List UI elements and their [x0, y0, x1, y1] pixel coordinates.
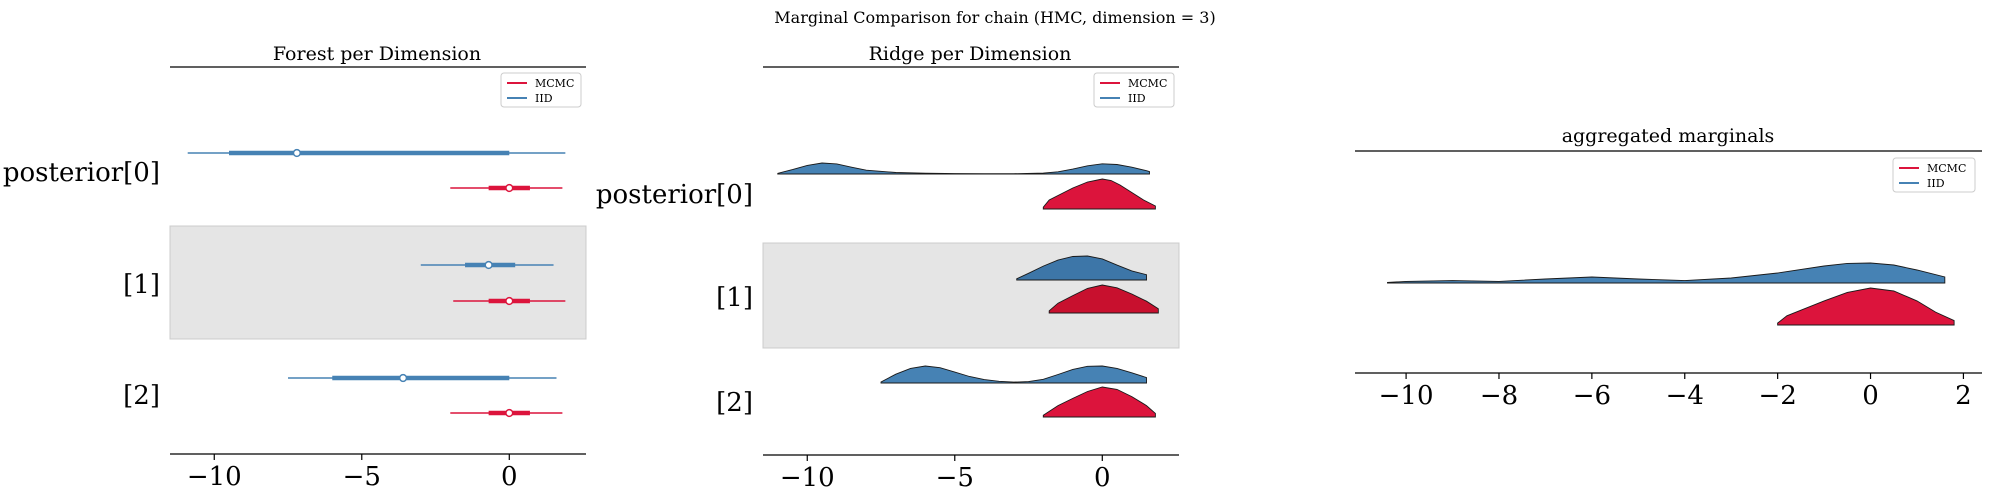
ridge-row-label-0: posterior[0] [596, 180, 753, 210]
forest-mcmc-median-1 [505, 296, 514, 306]
ridge-mcmc-density-0 [1042, 178, 1156, 210]
aggregated-xtick-label-1: −8 [1480, 381, 1518, 411]
aggregated-xtick-label-5: 0 [1862, 381, 1879, 411]
forest-mcmc-median-0 [505, 183, 514, 193]
ridge-panel: Ridge per Dimension −10 −5 0 posterior[0] … [596, 43, 1180, 493]
ridge-xtick-label-1: −5 [936, 463, 974, 493]
aggregated-xtick-label-0: −10 [1379, 381, 1434, 411]
aggregated-xtick-label-3: −4 [1666, 381, 1704, 411]
forest-row-label-1: [1] [123, 270, 160, 300]
figure-suptitle: Marginal Comparison for chain (HMC, dime… [774, 8, 1215, 27]
ridge-xtick-label-2: 0 [1094, 463, 1111, 493]
ridge-iid-density-1 [1016, 255, 1148, 281]
forest-panel: Forest per Dimension −10 −5 0 posterior[0]… [3, 43, 587, 492]
forest-iid-median-0 [292, 148, 302, 158]
forest-row-label-0: posterior[0] [3, 158, 160, 188]
aggregated-xtick-label-4: −2 [1758, 381, 1796, 411]
forest-xtick-label-1: −5 [343, 462, 381, 492]
forest-xtick-label-2: 0 [501, 462, 518, 492]
ridge-mcmc-density-1 [1048, 284, 1159, 314]
aggregated-panel-title: aggregated marginals [1562, 125, 1775, 147]
forest-xtick-label-0: −10 [187, 462, 242, 492]
ridge-legend-mcmc: MCMC [1128, 77, 1167, 90]
ridge-panel-title: Ridge per Dimension [869, 43, 1072, 65]
ridge-row-label-1: [1] [716, 283, 753, 313]
forest-panel-title: Forest per Dimension [273, 43, 481, 65]
ridge-legend-iid: IID [1128, 92, 1146, 105]
aggregated-xtick-label-6: 2 [1955, 381, 1972, 411]
aggregated-legend-iid: IID [1927, 177, 1945, 190]
forest-legend-mcmc: MCMC [535, 77, 574, 90]
forest-iid-median-2 [398, 373, 408, 383]
ridge-row-label-2: [2] [716, 388, 753, 418]
aggregated-legend: MCMC IID [1892, 157, 1976, 193]
ridge-xtick-label-0: −10 [780, 463, 835, 493]
aggregated-mcmc-density [1777, 287, 1955, 326]
ridge-legend: MCMC IID [1093, 72, 1175, 108]
forest-legend: MCMC IID [500, 72, 582, 108]
forest-mcmc-median-2 [505, 408, 514, 418]
forest-row-band [169, 225, 587, 340]
aggregated-iid-density [1387, 262, 1946, 284]
forest-legend-iid: IID [535, 92, 553, 105]
aggregated-legend-mcmc: MCMC [1927, 162, 1966, 175]
forest-row-label-2: [2] [123, 381, 160, 411]
ridge-iid-density-0 [777, 162, 1150, 175]
ridge-iid-density-2 [880, 365, 1148, 384]
ridge-mcmc-density-2 [1042, 386, 1156, 418]
aggregated-xtick-label-2: −6 [1573, 381, 1611, 411]
aggregated-panel: aggregated marginals −10 −8 −6 −4 −2 0 2 MCMC … [1355, 125, 1982, 411]
forest-iid-median-1 [484, 260, 493, 270]
